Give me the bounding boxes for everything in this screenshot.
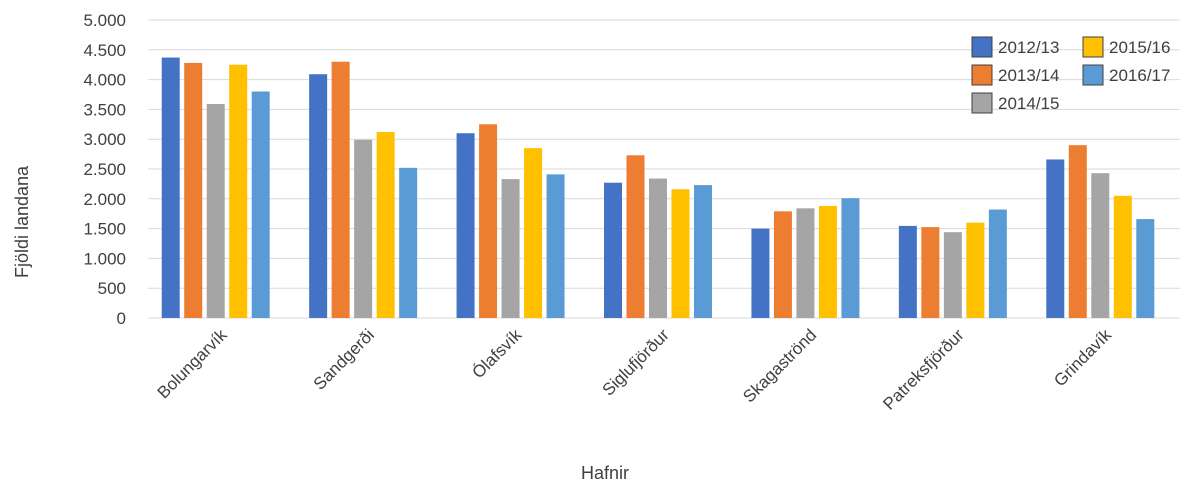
bar <box>966 222 985 318</box>
bar <box>796 208 815 318</box>
bar <box>818 205 837 318</box>
bar <box>943 232 962 318</box>
bar <box>898 225 917 318</box>
bar <box>1046 159 1065 318</box>
bar <box>649 178 667 318</box>
legend-swatch <box>971 92 993 114</box>
y-tick-label: 0 <box>117 309 126 328</box>
bar <box>751 228 770 318</box>
x-tick-label: Patreksfjörður <box>879 325 967 413</box>
bar <box>376 132 395 318</box>
bar <box>1068 145 1087 318</box>
bar <box>773 211 792 318</box>
bar <box>546 174 565 318</box>
y-tick-label: 1.000 <box>83 249 126 268</box>
y-tick-label: 2.000 <box>83 190 126 209</box>
legend-label: 2016/17 <box>1109 66 1170 85</box>
legend-swatch <box>1082 36 1104 58</box>
y-tick-label: 4.000 <box>83 71 126 90</box>
legend-label: 2014/15 <box>998 94 1059 113</box>
bar <box>694 185 712 318</box>
bar <box>456 133 475 318</box>
legend: 2012/13 2013/14 2014/15 2015/16 2016/17 <box>971 36 1170 114</box>
bar <box>501 179 520 318</box>
legend-swatch <box>971 64 993 86</box>
bar <box>626 155 645 318</box>
bar <box>841 198 860 318</box>
bar <box>161 57 180 318</box>
bar <box>1136 219 1155 318</box>
bar <box>331 61 350 318</box>
x-tick-label: Siglufjörður <box>599 325 673 399</box>
y-tick-label: 1.500 <box>83 220 126 239</box>
bar <box>399 167 418 318</box>
bar <box>1091 173 1110 318</box>
y-tick-label: 500 <box>98 279 126 298</box>
bar <box>184 62 203 318</box>
bar <box>988 209 1007 318</box>
bar <box>604 182 622 318</box>
bar <box>524 148 543 318</box>
bar <box>1113 195 1132 318</box>
legend-label: 2015/16 <box>1109 38 1170 57</box>
y-tick-label: 3.500 <box>83 100 126 119</box>
bar <box>206 104 225 318</box>
bar <box>479 124 498 318</box>
y-axis-title: Fjöldi landana <box>12 165 32 278</box>
bar <box>354 139 373 318</box>
legend-swatch <box>1082 64 1104 86</box>
x-axis-title: Hafnir <box>581 463 629 483</box>
y-tick-label: 3.000 <box>83 130 126 149</box>
y-tick-label: 5.000 <box>83 11 126 30</box>
x-tick-label: Ólafsvík <box>469 325 526 382</box>
bar <box>921 227 940 318</box>
y-tick-label: 4.500 <box>83 41 126 60</box>
x-tick-label: Sandgerði <box>310 325 378 393</box>
bar <box>309 74 328 319</box>
bars <box>161 57 1155 319</box>
legend-swatch <box>971 36 993 58</box>
x-tick-label: Grindavík <box>1050 325 1115 390</box>
x-axis-ticks: Bolungarvík Sandgerði Ólafsvík Siglufjörður… <box>154 325 1116 414</box>
y-axis-ticks: 0 500 1.000 1.500 2.000 2.500 3.000 3.500 4.000 4… <box>83 11 126 328</box>
bar <box>671 189 690 318</box>
x-tick-label: Skagaströnd <box>739 325 820 406</box>
legend-label: 2012/13 <box>998 38 1059 57</box>
legend-label: 2013/14 <box>998 66 1059 85</box>
bar <box>251 91 270 319</box>
x-tick-label: Bolungarvík <box>154 325 231 402</box>
bar <box>229 64 248 318</box>
y-tick-label: 2.500 <box>83 160 126 179</box>
